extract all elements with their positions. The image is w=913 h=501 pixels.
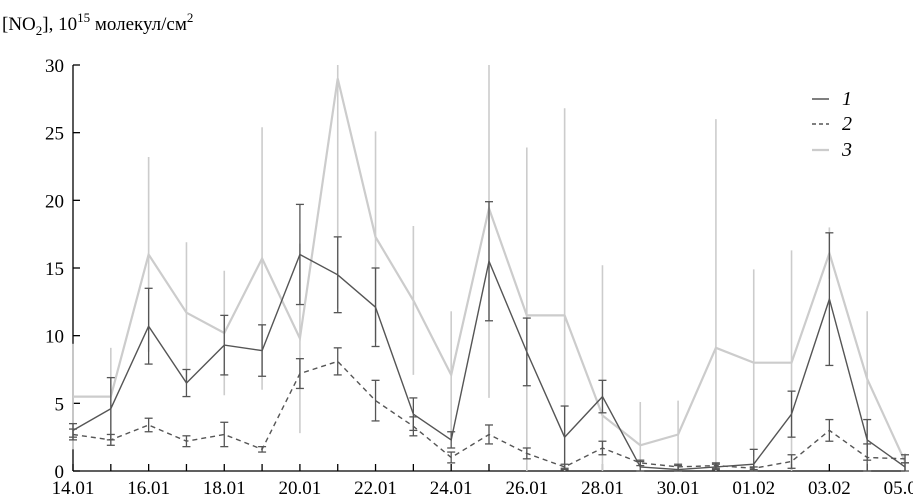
legend-label: 3 (841, 139, 852, 161)
series-3 (72, 65, 907, 471)
x-tick-label: 22.01 (354, 478, 397, 499)
y-tick-label: 30 (45, 56, 64, 77)
x-tick-label: 03.02 (808, 478, 851, 499)
legend: 1 2 3 (812, 88, 852, 161)
x-tick-label: 01.02 (732, 478, 775, 499)
x-tick-label: 28.01 (581, 478, 624, 499)
x-tick-label: 14.01 (52, 478, 95, 499)
x-tick-label: 05.02 (884, 478, 913, 499)
axes: 0 5 10 15 20 25 30 14.01 16.01 18.01 20.01 22.01 24.… (45, 56, 913, 499)
y-tick-label: 0 (55, 462, 65, 483)
y-tick-label: 15 (45, 259, 64, 280)
x-tick-label: 24.01 (430, 478, 473, 499)
y-tick-label: 20 (45, 191, 64, 212)
series-1 (69, 201, 909, 472)
y-axis-label: [NO2], 1015 молекул/см2 (2, 10, 193, 38)
x-tick-label: 30.01 (657, 478, 700, 499)
y-tick-label: 10 (45, 327, 64, 348)
legend-label: 2 (842, 113, 852, 135)
legend-label: 1 (842, 88, 852, 110)
series-line (72, 360, 906, 470)
x-tick-label: 16.01 (127, 478, 170, 499)
x-tick-label: 26.01 (505, 478, 548, 499)
series-line (72, 253, 906, 471)
y-tick-label: 25 (45, 124, 64, 145)
x-tick-label: 20.01 (279, 478, 322, 499)
y-tick-label: 5 (55, 394, 65, 415)
x-tick-label: 18.01 (203, 478, 246, 499)
